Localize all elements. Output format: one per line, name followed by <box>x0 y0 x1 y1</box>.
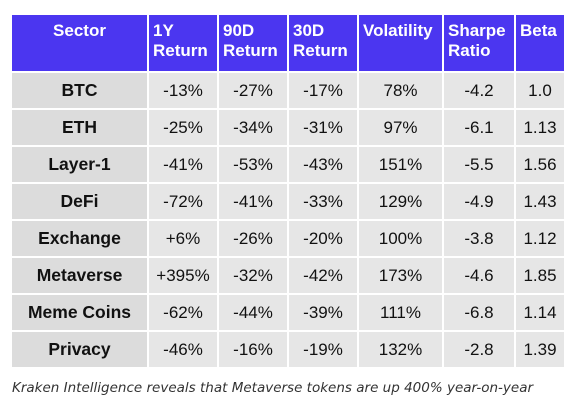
return-90d-cell: -41% <box>219 184 287 219</box>
sharpe-ratio-cell: -4.2 <box>444 73 514 108</box>
return-90d-cell: -34% <box>219 110 287 145</box>
return-1y-cell: +6% <box>149 221 217 256</box>
return-30d-cell: -20% <box>289 221 357 256</box>
sector-cell: Privacy <box>12 332 147 367</box>
beta-cell: 1.43 <box>516 184 564 219</box>
return-30d-cell: -43% <box>289 147 357 182</box>
sharpe-ratio-cell: -6.1 <box>444 110 514 145</box>
table-row: DeFi -72% -41% -33% 129% -4.9 1.43 <box>12 184 564 219</box>
return-1y-cell: -13% <box>149 73 217 108</box>
sector-cell: ETH <box>12 110 147 145</box>
table-row: Exchange +6% -26% -20% 100% -3.8 1.12 <box>12 221 564 256</box>
sharpe-ratio-cell: -5.5 <box>444 147 514 182</box>
volatility-cell: 78% <box>359 73 442 108</box>
sharpe-ratio-cell: -3.8 <box>444 221 514 256</box>
return-1y-cell: +395% <box>149 258 217 293</box>
sector-cell: DeFi <box>12 184 147 219</box>
beta-cell: 1.14 <box>516 295 564 330</box>
header-label-line1: 30D <box>293 21 325 40</box>
return-1y-cell: -72% <box>149 184 217 219</box>
volatility-cell: 173% <box>359 258 442 293</box>
return-30d-cell: -39% <box>289 295 357 330</box>
header-label-line1: 90D <box>223 21 255 40</box>
table-row: Privacy -46% -16% -19% 132% -2.8 1.39 <box>12 332 564 367</box>
return-30d-cell: -33% <box>289 184 357 219</box>
header-label-line1: Sector <box>53 21 106 40</box>
volatility-cell: 151% <box>359 147 442 182</box>
return-30d-cell: -42% <box>289 258 357 293</box>
sharpe-ratio-cell: -4.6 <box>444 258 514 293</box>
return-30d-cell: -19% <box>289 332 357 367</box>
return-30d-cell: -17% <box>289 73 357 108</box>
sharpe-ratio-cell: -2.8 <box>444 332 514 367</box>
sector-cell: Metaverse <box>12 258 147 293</box>
beta-cell: 1.0 <box>516 73 564 108</box>
volatility-cell: 100% <box>359 221 442 256</box>
sector-performance-figure: Sector 1Y Return 90D Return 30D Return Volatili… <box>10 13 566 369</box>
return-1y-header: 1Y Return <box>149 15 217 71</box>
return-90d-cell: -16% <box>219 332 287 367</box>
return-1y-cell: -46% <box>149 332 217 367</box>
beta-cell: 1.12 <box>516 221 564 256</box>
header-label-line1: Beta <box>520 21 557 40</box>
header-label-line1: Volatility <box>363 21 433 40</box>
return-30d-cell: -31% <box>289 110 357 145</box>
table-row: Meme Coins -62% -44% -39% 111% -6.8 1.14 <box>12 295 564 330</box>
return-90d-cell: -44% <box>219 295 287 330</box>
header-label-line1: 1Y <box>153 21 174 40</box>
beta-cell: 1.13 <box>516 110 564 145</box>
sharpe-ratio-header: Sharpe Ratio <box>444 15 514 71</box>
beta-cell: 1.39 <box>516 332 564 367</box>
return-90d-header: 90D Return <box>219 15 287 71</box>
volatility-header: Volatility <box>359 15 442 71</box>
volatility-cell: 97% <box>359 110 442 145</box>
sector-performance-table: Sector 1Y Return 90D Return 30D Return Volatili… <box>10 13 566 369</box>
return-1y-cell: -41% <box>149 147 217 182</box>
table-row: Layer-1 -41% -53% -43% 151% -5.5 1.56 <box>12 147 564 182</box>
header-row: Sector 1Y Return 90D Return 30D Return Volatili… <box>12 15 564 71</box>
return-1y-cell: -62% <box>149 295 217 330</box>
return-90d-cell: -32% <box>219 258 287 293</box>
table-body: BTC -13% -27% -17% 78% -4.2 1.0 ETH -25% -34% -31%… <box>12 73 564 367</box>
header-label-line2: Return <box>293 41 348 60</box>
return-90d-cell: -53% <box>219 147 287 182</box>
header-label-line2: Return <box>223 41 278 60</box>
sector-cell: Meme Coins <box>12 295 147 330</box>
return-90d-cell: -27% <box>219 73 287 108</box>
return-30d-header: 30D Return <box>289 15 357 71</box>
beta-cell: 1.85 <box>516 258 564 293</box>
beta-header: Beta <box>516 15 564 71</box>
sector-cell: Exchange <box>12 221 147 256</box>
sector-cell: BTC <box>12 73 147 108</box>
table-row: BTC -13% -27% -17% 78% -4.2 1.0 <box>12 73 564 108</box>
header-label-line2: Ratio <box>448 41 491 60</box>
sector-cell: Layer-1 <box>12 147 147 182</box>
beta-cell: 1.56 <box>516 147 564 182</box>
volatility-cell: 129% <box>359 184 442 219</box>
volatility-cell: 111% <box>359 295 442 330</box>
volatility-cell: 132% <box>359 332 442 367</box>
sector-header: Sector <box>12 15 147 71</box>
header-label-line2: Return <box>153 41 208 60</box>
table-row: ETH -25% -34% -31% 97% -6.1 1.13 <box>12 110 564 145</box>
figure-caption: Kraken Intelligence reveals that Metaver… <box>12 380 534 396</box>
sharpe-ratio-cell: -4.9 <box>444 184 514 219</box>
return-1y-cell: -25% <box>149 110 217 145</box>
sharpe-ratio-cell: -6.8 <box>444 295 514 330</box>
header-label-line1: Sharpe <box>448 21 506 40</box>
return-90d-cell: -26% <box>219 221 287 256</box>
table-row: Metaverse +395% -32% -42% 173% -4.6 1.85 <box>12 258 564 293</box>
